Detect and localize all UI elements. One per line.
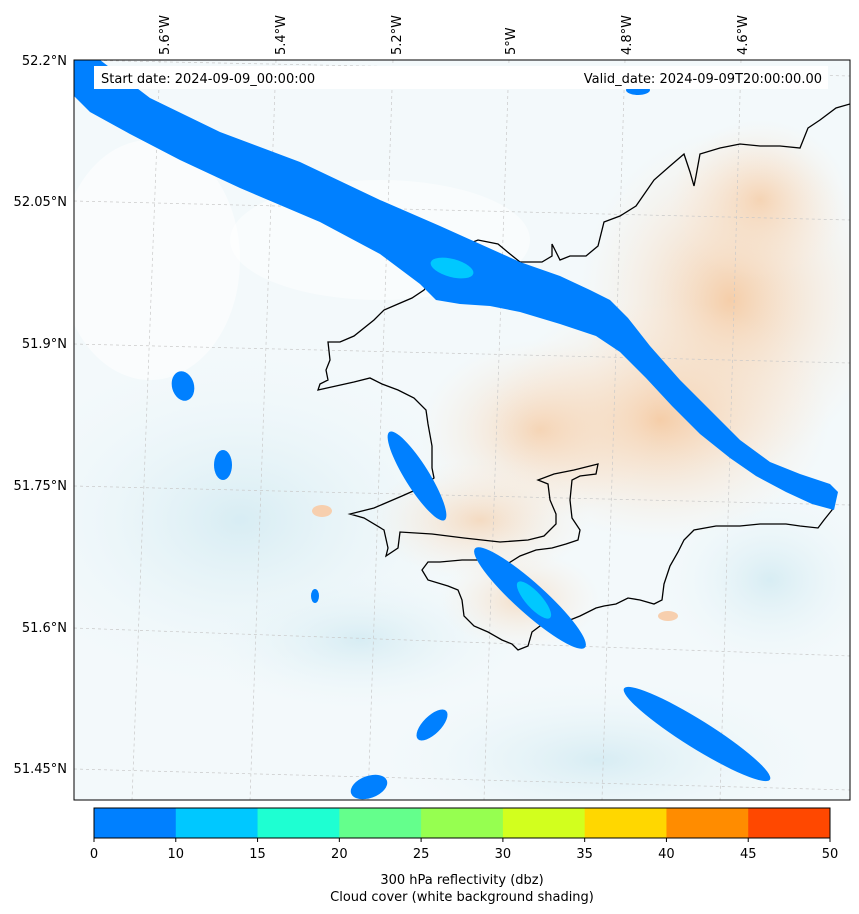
cloud-cover-warm: [312, 120, 850, 650]
latitude-labels: 52.2°N 52.05°N 51.9°N 51.75°N 51.6°N 51.…: [14, 54, 67, 777]
reflectivity-cell-3: [214, 450, 232, 480]
colorbar-swatch: [421, 808, 504, 838]
colorbar-ticks: 0 10 15 20 25 30 35 40 45 50: [90, 838, 838, 862]
lon-label: 5.6°W: [158, 15, 173, 55]
colorbar-frame: [93, 807, 831, 839]
lat-label: 51.6°N: [22, 621, 67, 636]
valid-date-text: Valid_date: 2024-09-09T20:00:00.00: [584, 72, 822, 87]
lon-label: 4.8°W: [620, 15, 635, 55]
colorbar-swatches: [94, 808, 831, 838]
date-label-box: [94, 66, 828, 89]
lat-label: 51.9°N: [22, 337, 67, 352]
colorbar-tick-label: 30: [495, 847, 512, 862]
lat-label: 51.75°N: [14, 479, 67, 494]
colorbar-tick-label: 50: [822, 847, 839, 862]
colorbar-tick-label: 10: [168, 847, 185, 862]
lon-label: 5.4°W: [274, 15, 289, 55]
colorbar-tick-label: 35: [576, 847, 593, 862]
colorbar-label-line2: Cloud cover (white background shading): [330, 890, 594, 905]
colorbar-swatch: [502, 808, 586, 838]
reflectivity-cell-9: [623, 686, 771, 782]
colorbar-swatch: [175, 808, 259, 838]
reflectivity-shapes: [74, 60, 838, 800]
colorbar-swatch: [339, 808, 422, 838]
reflectivity-cell-4: [387, 431, 447, 521]
colorbar: 0 10 15 20 25 30 35 40 45 50 300 hPa reflectivity…: [90, 807, 838, 905]
colorbar-tick-label: 0: [90, 847, 98, 862]
lon-label: 4.6°W: [736, 15, 751, 55]
reflectivity-cell-6: [311, 589, 319, 603]
lon-label: 5°W: [504, 27, 519, 55]
lat-label: 52.2°N: [22, 54, 67, 69]
map-panel: [74, 60, 850, 800]
reflectivity-cell-2: [171, 371, 195, 401]
colorbar-swatch: [257, 808, 340, 838]
colorbar-tick-label: 40: [658, 847, 675, 862]
lat-label: 51.45°N: [14, 762, 67, 777]
colorbar-label-line1: 300 hPa reflectivity (dbz): [380, 873, 543, 888]
lon-label: 5.2°W: [390, 15, 405, 55]
colorbar-tick-label: 20: [331, 847, 348, 862]
colorbar-swatch: [584, 808, 667, 838]
colorbar-tick-label: 45: [740, 847, 757, 862]
reflectivity-core-1: [430, 257, 474, 279]
colorbar-tick-label: 25: [413, 847, 430, 862]
reflectivity-core-2: [516, 581, 552, 619]
reflectivity-main-band: [74, 60, 838, 510]
longitude-labels: 5.6°W 5.4°W 5.2°W 5°W 4.8°W 4.6°W: [158, 15, 751, 55]
reflectivity-cell-7: [416, 709, 448, 741]
colorbar-swatch: [666, 808, 749, 838]
reflectivity-cell-8: [350, 774, 388, 800]
map-frame: [73, 59, 851, 801]
colorbar-swatch: [94, 808, 177, 838]
lat-label: 52.05°N: [14, 195, 67, 210]
colorbar-tick-label: 15: [249, 847, 266, 862]
colorbar-swatch: [748, 808, 831, 838]
start-date-text: Start date: 2024-09-09_00:00:00: [101, 72, 315, 87]
